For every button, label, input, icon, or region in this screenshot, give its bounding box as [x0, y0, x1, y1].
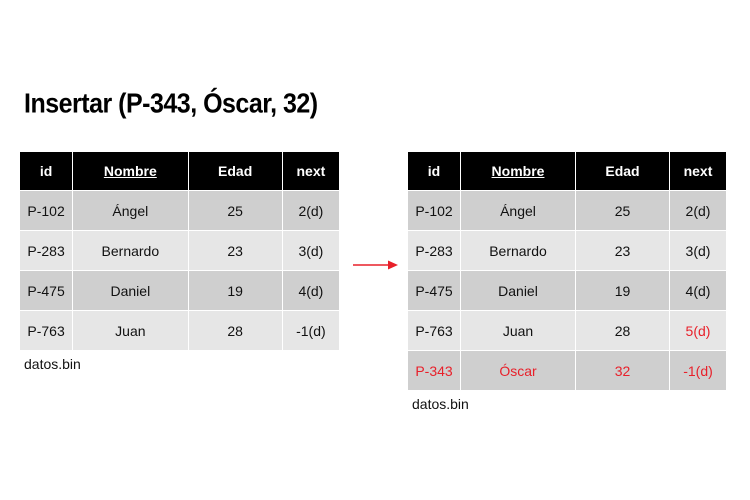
table-row: P-763 Juan 28 5(d): [407, 310, 727, 351]
cell-next: 4(d): [281, 270, 341, 311]
cell-nombre: Ángel: [460, 190, 576, 231]
cell-id: P-102: [407, 190, 461, 231]
header-id: id: [407, 151, 461, 191]
cell-edad: 28: [575, 310, 670, 351]
table-row: P-763 Juan 28 -1(d): [18, 310, 341, 351]
table-after: id Nombre Edad next P-102 Ángel 25 2(d) …: [407, 151, 727, 391]
header-row: id Nombre Edad next: [18, 151, 341, 191]
header-next: next: [669, 151, 727, 191]
cell-next: -1(d): [669, 350, 727, 391]
arrow-right-icon: [353, 260, 398, 270]
cell-nombre: Juan: [72, 310, 189, 351]
cell-nombre: Bernardo: [72, 230, 189, 271]
cell-id: P-343: [407, 350, 461, 391]
cell-next: 2(d): [669, 190, 727, 231]
cell-next-updated: 5(d): [669, 310, 727, 351]
header-next: next: [281, 151, 341, 191]
cell-edad: 23: [575, 230, 670, 271]
cell-id: P-102: [18, 190, 74, 231]
table-row-inserted: P-343 Óscar 32 -1(d): [407, 350, 727, 391]
cell-id: P-763: [18, 310, 74, 351]
table-row: P-102 Ángel 25 2(d): [407, 190, 727, 231]
cell-next: 4(d): [669, 270, 727, 311]
header-nombre: Nombre: [460, 151, 576, 191]
cell-next: 2(d): [281, 190, 341, 231]
file-caption-after: datos.bin: [412, 396, 469, 412]
cell-next: 3(d): [281, 230, 341, 271]
header-edad: Edad: [575, 151, 670, 191]
header-edad: Edad: [187, 151, 283, 191]
table-row: P-475 Daniel 19 4(d): [407, 270, 727, 311]
diagram-title: Insertar (P-343, Óscar, 32): [24, 88, 318, 120]
cell-id: P-475: [18, 270, 74, 311]
cell-edad: 23: [187, 230, 283, 271]
cell-nombre: Daniel: [460, 270, 576, 311]
cell-id: P-283: [18, 230, 74, 271]
file-caption-before: datos.bin: [24, 356, 81, 372]
cell-id: P-283: [407, 230, 461, 271]
header-row: id Nombre Edad next: [407, 151, 727, 191]
cell-edad: 25: [187, 190, 283, 231]
cell-edad: 19: [575, 270, 670, 311]
cell-next: -1(d): [281, 310, 341, 351]
cell-nombre: Daniel: [72, 270, 189, 311]
header-nombre: Nombre: [72, 151, 189, 191]
cell-nombre: Bernardo: [460, 230, 576, 271]
cell-id: P-763: [407, 310, 461, 351]
cell-id: P-475: [407, 270, 461, 311]
cell-edad: 28: [187, 310, 283, 351]
cell-edad: 19: [187, 270, 283, 311]
table-row: P-283 Bernardo 23 3(d): [18, 230, 341, 271]
cell-nombre: Óscar: [460, 350, 576, 391]
cell-edad: 32: [575, 350, 670, 391]
table-row: P-102 Ángel 25 2(d): [18, 190, 341, 231]
header-id: id: [18, 151, 74, 191]
table-row: P-283 Bernardo 23 3(d): [407, 230, 727, 271]
cell-nombre: Ángel: [72, 190, 189, 231]
table-row: P-475 Daniel 19 4(d): [18, 270, 341, 311]
cell-nombre: Juan: [460, 310, 576, 351]
cell-edad: 25: [575, 190, 670, 231]
table-before: id Nombre Edad next P-102 Ángel 25 2(d) …: [18, 151, 341, 351]
cell-next: 3(d): [669, 230, 727, 271]
